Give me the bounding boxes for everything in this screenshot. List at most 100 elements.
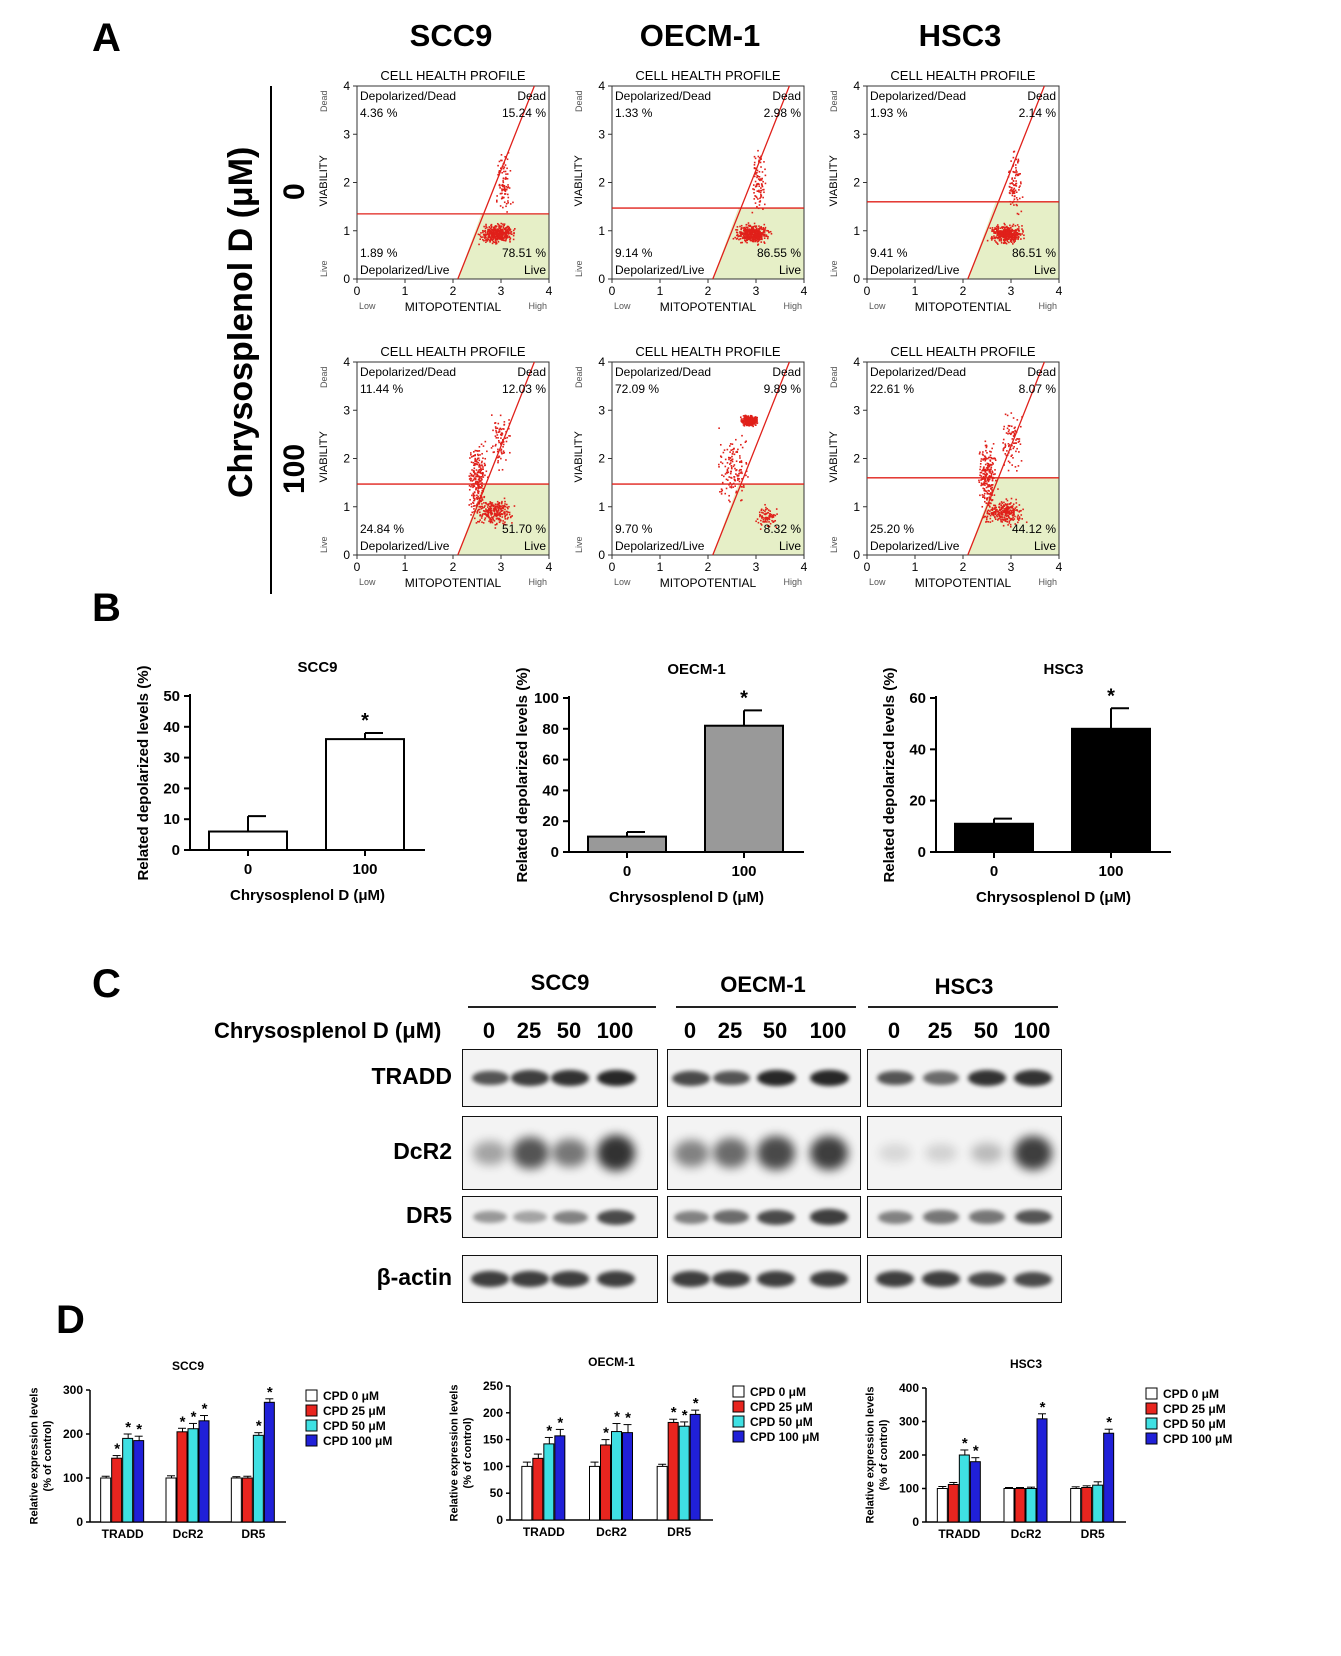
event-dot: [718, 466, 720, 468]
event-dot: [481, 452, 483, 455]
event-dot: [471, 511, 474, 514]
event-dot: [500, 451, 503, 454]
event-dot: [752, 230, 755, 232]
event-dot: [478, 233, 481, 236]
event-dot: [744, 441, 747, 443]
x-low-label: Low: [869, 301, 886, 311]
y-axis-label-line1: Relative expression levels: [449, 1385, 461, 1522]
event-dot: [1016, 509, 1019, 512]
event-dot: [479, 506, 482, 508]
event-dot: [1008, 170, 1011, 173]
event-dot: [1016, 236, 1018, 238]
event-dot: [509, 241, 511, 243]
panel-a-divider: [270, 86, 272, 594]
event-dot: [747, 476, 749, 478]
event-dot: [750, 419, 753, 422]
y-axis-label-line1: Relative expression levels: [865, 1387, 877, 1524]
event-dot: [1014, 230, 1017, 233]
quadrant-live-value: 86.55 %: [757, 246, 801, 260]
event-dot: [745, 223, 748, 226]
event-dot: [485, 514, 488, 517]
event-dot: [740, 227, 743, 229]
event-dot: [503, 513, 506, 515]
event-dot: [768, 513, 771, 515]
event-dot: [506, 234, 509, 237]
event-dot: [1009, 519, 1012, 521]
event-dot: [1006, 509, 1009, 512]
event-dot: [758, 232, 761, 235]
chart-title: OECM-1: [667, 661, 725, 678]
event-dot: [994, 473, 996, 475]
event-dot: [489, 510, 492, 513]
event-dot: [1016, 516, 1019, 518]
event-dot: [1009, 190, 1011, 192]
event-dot: [1004, 236, 1007, 238]
y-tick-label: 1: [853, 224, 860, 238]
event-dot: [1008, 510, 1011, 513]
event-dot: [757, 149, 759, 152]
event-dot: [730, 470, 732, 473]
event-dot: [1012, 188, 1015, 191]
event-dot: [500, 232, 502, 234]
bar-dr5: [1092, 1484, 1104, 1523]
event-dot: [741, 486, 743, 488]
quadrant-depol-live-value: 25.20 %: [870, 522, 914, 536]
event-dot: [1001, 231, 1003, 234]
x-high-label: High: [528, 301, 547, 311]
protein-band: [471, 1271, 509, 1287]
event-dot: [500, 232, 503, 235]
event-dot: [990, 512, 993, 515]
event-dot: [502, 206, 504, 209]
y-tick-label: 3: [598, 403, 605, 417]
event-dot: [1022, 229, 1024, 232]
quadrant-dead-value: 15.24 %: [502, 106, 546, 120]
event-dot: [483, 519, 486, 521]
event-dot: [505, 459, 507, 461]
event-dot: [736, 234, 738, 237]
event-dot: [1022, 508, 1024, 511]
event-dot: [985, 520, 988, 523]
event-dot: [490, 520, 493, 523]
event-dot: [1000, 501, 1003, 503]
mitopotential-gate-line: [457, 85, 535, 280]
event-dot: [721, 481, 724, 484]
event-dot: [478, 469, 481, 471]
event-dot: [495, 229, 498, 232]
bar-tradd: [554, 1435, 566, 1521]
event-dot: [491, 502, 494, 504]
event-dot: [497, 223, 500, 226]
event-dot: [473, 473, 476, 475]
y-tick-label: 2: [343, 176, 350, 190]
event-dot: [1011, 194, 1014, 197]
event-dot: [475, 449, 478, 452]
event-dot: [1008, 522, 1011, 524]
event-dot: [501, 231, 504, 234]
event-dot: [1013, 513, 1015, 516]
y-tick-label: 50: [163, 688, 180, 705]
event-dot: [1017, 160, 1020, 162]
event-dot: [985, 474, 988, 476]
legend-swatch: [1145, 1402, 1158, 1415]
event-dot: [1007, 229, 1009, 232]
event-dot: [763, 513, 766, 515]
event-dot: [998, 238, 1001, 241]
event-dot: [1006, 517, 1008, 520]
event-dot: [477, 457, 479, 460]
event-dot: [998, 513, 1000, 516]
event-dot: [761, 228, 763, 231]
event-dot: [766, 517, 768, 520]
event-dot: [1013, 510, 1015, 513]
event-dot: [752, 236, 755, 239]
event-dot: [479, 480, 481, 483]
event-dot: [504, 515, 507, 517]
protein-band: [810, 1135, 848, 1171]
event-dot: [495, 225, 498, 228]
event-dot: [754, 421, 757, 423]
event-dot: [497, 460, 499, 462]
event-dot: [994, 231, 997, 233]
event-dot: [759, 227, 761, 230]
event-dot: [999, 230, 1001, 232]
event-dot: [738, 238, 740, 241]
event-dot: [741, 465, 743, 468]
